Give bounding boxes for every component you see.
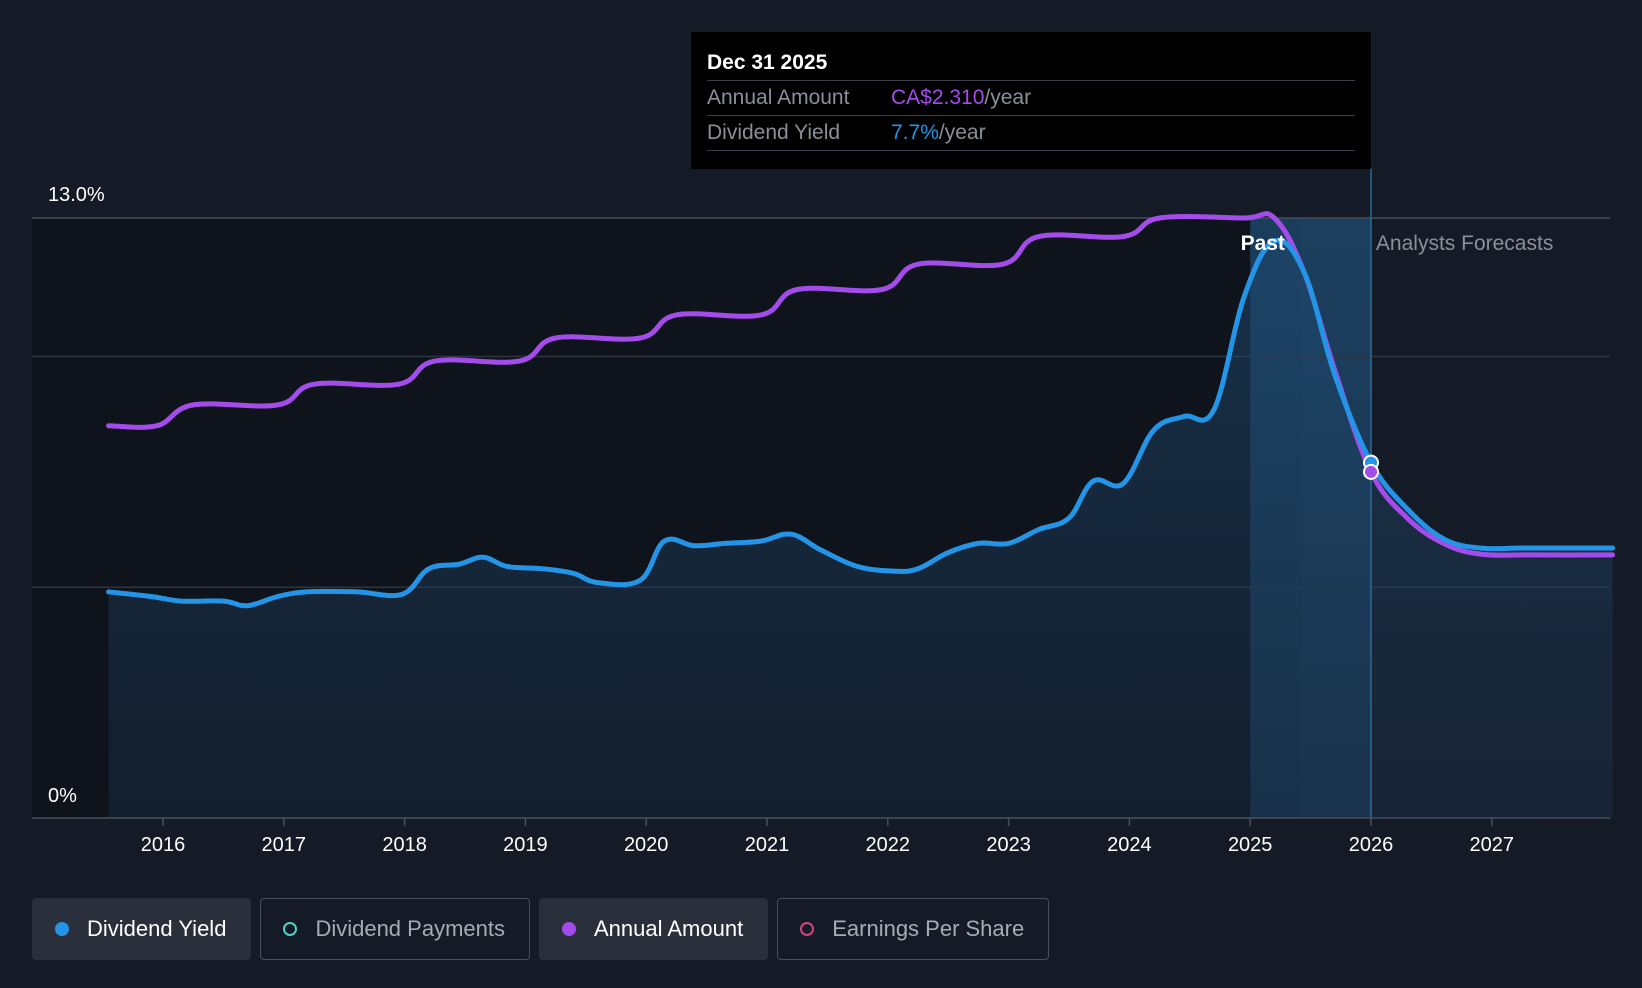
legend-dividend-payments[interactable]: Dividend Payments xyxy=(260,898,530,960)
legend-dot-icon xyxy=(283,922,298,936)
legend-dividend-yield[interactable]: Dividend Yield xyxy=(32,898,252,960)
legend-earnings-per-share[interactable]: Earnings Per Share xyxy=(777,898,1050,960)
dividend-chart: 2016 2017 2018 2019 2020 2021 2022 2023 2024 2025… xyxy=(32,168,1616,856)
x-tick-label: 2025 xyxy=(1228,834,1273,856)
tooltip-label: Dividend Yield xyxy=(707,121,841,144)
x-tick-label: 2020 xyxy=(624,834,669,856)
x-tick-label: 2021 xyxy=(745,834,790,856)
legend-label: Annual Amount xyxy=(593,916,744,941)
dividend-yield-line xyxy=(106,237,1616,609)
x-tick-label: 2017 xyxy=(262,834,307,856)
dividend-yield-area xyxy=(108,240,1613,819)
x-tick-label: 2026 xyxy=(1349,834,1394,856)
x-tick-label: 2022 xyxy=(866,834,911,856)
legend-dot-icon xyxy=(55,922,69,936)
legend-dot-icon xyxy=(800,922,815,936)
tooltip: Dec 31 2025 Annual Amount CA$2.310 /year… xyxy=(691,32,1371,169)
legend-dot-icon xyxy=(561,922,576,936)
tooltip-row-dividend-yield: Dividend Yield 7.7% /year xyxy=(707,115,1355,151)
tooltip-row-annual-amount: Annual Amount CA$2.310 /year xyxy=(707,80,1355,115)
x-tick-label: 2019 xyxy=(503,834,548,856)
x-tick-label: 2023 xyxy=(986,834,1031,856)
cursor-markers xyxy=(1363,454,1379,480)
y-axis-bottom-label: 0% xyxy=(48,785,77,807)
legend-annual-amount[interactable]: Annual Amount xyxy=(538,898,769,960)
analysts-forecasts-label: Analysts Forecasts xyxy=(1376,232,1553,255)
tooltip-unit: /year xyxy=(938,121,986,144)
x-tick-label: 2027 xyxy=(1470,834,1515,856)
legend: Dividend Yield Dividend Payments Annual … xyxy=(32,898,1050,960)
legend-label: Dividend Payments xyxy=(315,916,505,941)
x-tick-label: 2016 xyxy=(141,834,186,856)
x-tick-label: 2018 xyxy=(382,834,427,856)
x-axis-ticks: 2016 2017 2018 2019 2020 2021 2022 2023 2024 2025… xyxy=(141,818,1514,856)
legend-label: Earnings Per Share xyxy=(832,916,1025,941)
tooltip-unit: /year xyxy=(984,86,1032,109)
legend-label: Dividend Yield xyxy=(87,916,227,941)
tooltip-date: Dec 31 2025 xyxy=(707,51,828,74)
x-tick-label: 2024 xyxy=(1107,834,1152,856)
y-axis-top-label: 13.0% xyxy=(48,184,105,206)
past-label: Past xyxy=(1241,232,1285,255)
tooltip-value: 7.7% xyxy=(891,121,939,144)
annual-amount-marker xyxy=(1363,463,1379,480)
tooltip-value: CA$2.310 xyxy=(891,86,985,109)
tooltip-label: Annual Amount xyxy=(707,86,850,109)
